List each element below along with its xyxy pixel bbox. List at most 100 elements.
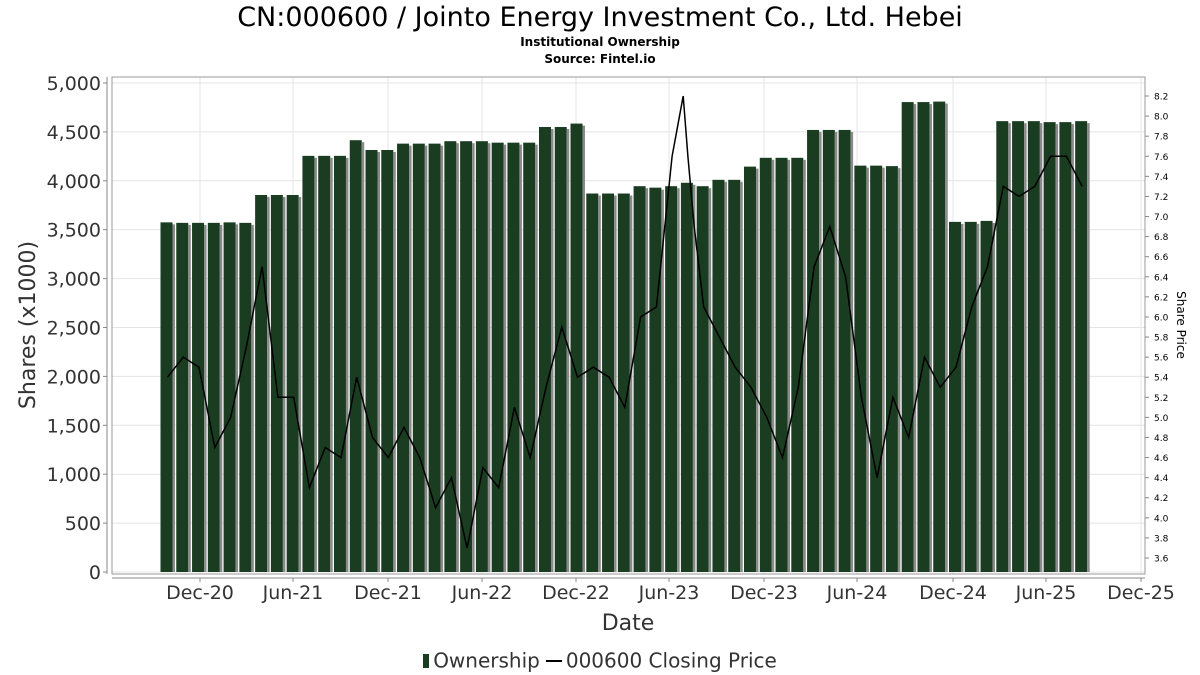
y-tick-label: 4,000 [47,171,101,193]
y-axis-label: Shares (x1000) [16,241,41,409]
ownership-bar [901,102,917,573]
y2-tick-label: 5.4 [1154,374,1169,384]
ownership-bar [980,220,996,572]
ownership-legend-swatch [423,653,430,668]
ownership-bar [333,155,349,572]
ownership-bar [239,222,254,572]
y2-tick-label: 6.0 [1154,313,1169,323]
ownership-bar [1059,122,1074,573]
y-axis: 0 500 1,000 1,500 2,000 2,500 3,000 3,500 4,000 4… [47,73,108,584]
ownership-bar [286,194,302,572]
ownership-bar [775,157,791,572]
chart-title: CN:000600 / Jointo Energy Investment Co.… [237,2,963,33]
chart-subtitle: Institutional Ownership [520,35,680,49]
y2-tick-label: 8.2 [1154,93,1168,103]
y-tick-label: 2,000 [47,366,101,388]
ownership-bar [1043,122,1059,573]
y2-tick-label: 4.4 [1154,474,1169,484]
ownership-bar [949,221,964,572]
ownership-bars [160,101,1090,573]
x-tick-label: Jun-24 [826,582,888,604]
ownership-bar [807,129,822,572]
price-legend-swatch [545,659,562,662]
ownership-bar [176,222,191,572]
y2-axis: 3.6 3.8 4.0 4.2 4.4 4.6 4.8 5.0 5.2 5.4 5.6 5.8 6.0 6… [1145,93,1169,565]
ownership-bar [381,149,396,573]
y2-axis-label: Share Price [1174,291,1188,359]
x-tick-label: Dec-23 [730,582,798,604]
ownership-bar [412,143,428,573]
y2-tick-label: 5.0 [1154,414,1169,424]
y2-tick-label: 6.2 [1154,293,1168,303]
ownership-bar [996,121,1011,572]
y-tick-label: 1,500 [47,415,101,437]
ownership-bar [617,193,633,572]
ownership-bar [964,221,980,572]
y2-tick-label: 4.6 [1154,454,1169,464]
y-tick-label: 0 [89,562,101,584]
y2-tick-label: 6.8 [1154,233,1169,243]
ownership-bar [665,186,680,572]
ownership-bar [397,143,412,573]
ownership-bar [917,102,932,573]
ownership-bar [570,123,586,572]
ownership-bar [491,142,507,572]
ownership-bar [538,127,554,572]
ownership-bar [302,155,317,572]
ownership-bar [854,165,869,573]
y2-tick-label: 6.4 [1154,273,1169,283]
ownership-bar [523,142,538,572]
ownership-bar [586,193,601,572]
ownership-bar [712,179,727,572]
x-tick-label: Jun-21 [262,582,324,604]
y2-tick-label: 7.0 [1154,213,1169,223]
x-tick-label: Jun-23 [638,582,700,604]
chart-legend: Ownership 000600 Closing Price [0,647,1200,673]
y2-tick-label: 3.8 [1154,534,1169,544]
x-tick-label: Dec-21 [354,582,422,604]
ownership-bar [318,155,333,572]
y2-tick-label: 5.6 [1154,354,1169,364]
ownership-bar [1027,121,1043,572]
y2-tick-label: 5.8 [1154,334,1169,344]
y-tick-label: 3,000 [47,269,101,291]
ownership-bar [728,179,743,572]
y2-tick-label: 6.6 [1154,253,1169,263]
ownership-bar [870,165,885,573]
ownership-bar [1075,121,1090,572]
x-tick-label: Dec-22 [542,582,610,604]
ownership-bar [649,187,664,572]
y2-tick-label: 5.2 [1154,394,1168,404]
y-tick-label: 3,500 [47,220,101,242]
ownership-bar [270,194,286,572]
x-axis: Dec-20 Jun-21 Dec-21 Jun-22 Dec-22 Jun-23 Dec-… [112,577,1175,604]
ownership-bar [365,149,381,573]
y2-tick-label: 3.6 [1154,555,1169,565]
y2-tick-label: 4.8 [1154,434,1169,444]
x-tick-label: Dec-20 [166,582,234,604]
ownership-bar [743,166,759,572]
y2-tick-label: 7.2 [1154,193,1168,203]
ownership-bar [475,141,491,573]
x-tick-label: Jun-22 [451,582,513,604]
y-tick-label: 500 [65,513,101,535]
ownership-bar [822,129,838,572]
y-tick-label: 2,500 [47,318,101,340]
x-axis-label: Date [602,611,655,636]
y2-tick-label: 4.0 [1154,514,1169,524]
y2-tick-label: 7.8 [1154,133,1169,143]
ownership-bar [554,127,570,572]
y2-tick-label: 7.4 [1154,173,1169,183]
ownership-bar [1012,121,1027,572]
ownership-bar [507,142,522,572]
ownership-bar [349,140,365,572]
y-tick-label: 1,000 [47,464,101,486]
ownership-bar [680,182,696,573]
ownership-bar [602,193,617,572]
ownership-bar [428,143,444,573]
plot-frame [111,76,1146,575]
ownership-bar [791,157,806,572]
ownership-bar [759,157,775,572]
x-tick-label: Dec-24 [919,582,987,604]
